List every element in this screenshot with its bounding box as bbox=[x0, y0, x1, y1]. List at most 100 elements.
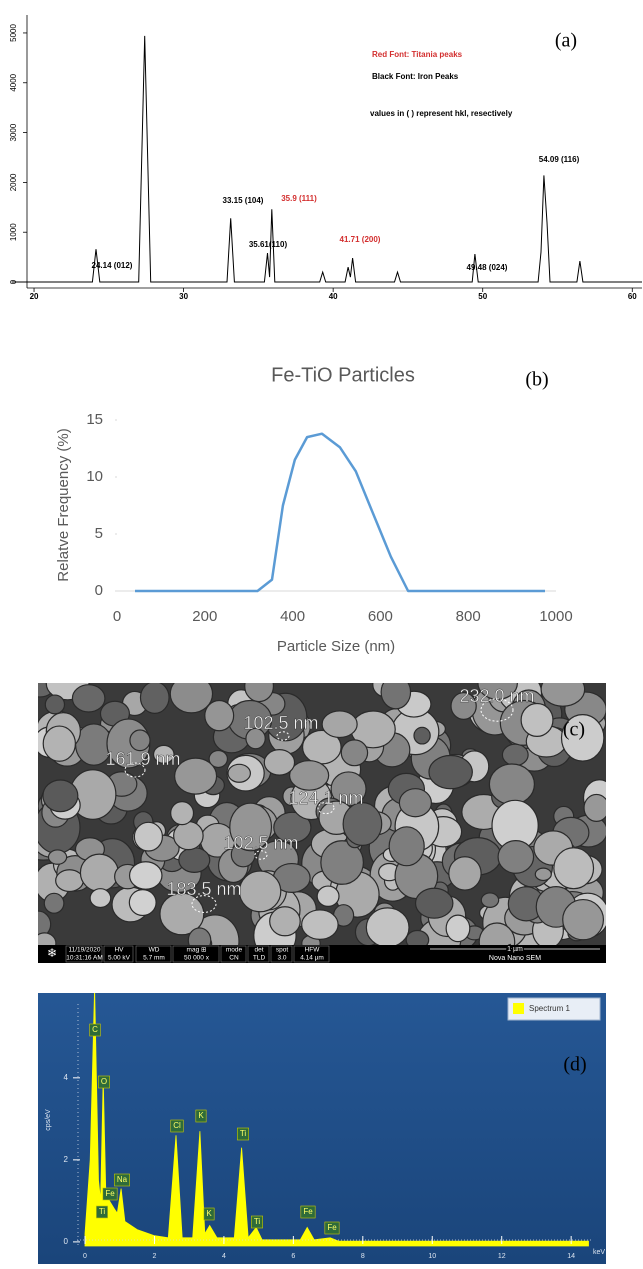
y-axis-label: Relatve Frequency (%) bbox=[55, 428, 72, 581]
x-tick-label: 14 bbox=[567, 1253, 575, 1260]
particle bbox=[414, 727, 430, 744]
y-tick-label: 0 bbox=[95, 582, 103, 599]
info-text: 3.0 bbox=[277, 955, 286, 962]
size-line bbox=[135, 434, 545, 591]
particle bbox=[134, 822, 162, 851]
measurement: 161.9 nm bbox=[105, 749, 180, 769]
measurement: 102.5 nm bbox=[223, 833, 298, 853]
measurement: 124.1 nm bbox=[288, 788, 363, 808]
y-tick-label: 15 bbox=[86, 411, 103, 428]
chart-title: Fe-TiO Particles bbox=[271, 364, 415, 386]
particle bbox=[270, 907, 300, 936]
y-tick-label: 1000 bbox=[9, 223, 18, 241]
figure: 2030405060010002000300040005000Red Font:… bbox=[0, 0, 643, 1269]
info-text: mag ⊞ bbox=[187, 947, 207, 954]
particle bbox=[44, 893, 64, 913]
y-tick-label: 2 bbox=[64, 1155, 69, 1164]
x-tick-label: 0 bbox=[83, 1253, 87, 1260]
particle bbox=[205, 700, 234, 730]
info-text: HFW bbox=[305, 947, 321, 954]
particle bbox=[130, 862, 162, 890]
particle bbox=[535, 868, 551, 880]
info-text: 5.00 kV bbox=[108, 955, 131, 962]
peak-label: Ti bbox=[254, 1217, 261, 1226]
peak-label: K bbox=[198, 1111, 204, 1120]
info-text: 10:31:16 AM bbox=[66, 955, 103, 962]
peak-annotation: 24.14 (012) bbox=[92, 261, 133, 270]
particle bbox=[399, 789, 431, 817]
y-tick-label: 10 bbox=[86, 468, 103, 485]
x-tick-label: 4 bbox=[222, 1253, 226, 1260]
info-text: spot bbox=[276, 947, 288, 954]
particle bbox=[80, 854, 118, 891]
info-text: 5.7 mm bbox=[143, 955, 165, 962]
particle bbox=[521, 703, 553, 736]
particle bbox=[498, 841, 533, 874]
y-tick-label: 5 bbox=[95, 525, 103, 542]
x-tick-label: 200 bbox=[192, 608, 217, 625]
particle bbox=[481, 893, 498, 907]
particle bbox=[584, 794, 609, 821]
measurement: 232.0 nm bbox=[459, 686, 534, 706]
info-text: WD bbox=[149, 947, 160, 954]
particle bbox=[322, 711, 357, 738]
peak-label: O bbox=[101, 1077, 107, 1086]
peak-label: Fe bbox=[327, 1223, 337, 1232]
panel-label: (d) bbox=[563, 1054, 586, 1076]
measurement: 102.5 nm bbox=[243, 713, 318, 733]
particle bbox=[563, 900, 604, 940]
sem-logo: ❄ bbox=[47, 946, 57, 960]
particle bbox=[129, 890, 156, 916]
particle bbox=[541, 673, 585, 707]
x-tick-label: 40 bbox=[329, 292, 338, 301]
peak-label: Ti bbox=[99, 1207, 106, 1216]
particle bbox=[317, 886, 339, 906]
peak-label: Fe bbox=[105, 1189, 115, 1198]
x-tick-label: 20 bbox=[30, 292, 39, 301]
x-tick-label: 2 bbox=[152, 1253, 156, 1260]
particle bbox=[179, 848, 210, 873]
x-axis-label: keV bbox=[593, 1249, 605, 1256]
particle bbox=[416, 888, 453, 918]
particle bbox=[90, 889, 111, 908]
peak-label: Ti bbox=[240, 1129, 247, 1138]
x-tick-label: 600 bbox=[368, 608, 393, 625]
x-tick-label: 800 bbox=[456, 608, 481, 625]
particle bbox=[45, 695, 64, 714]
x-tick-label: 50 bbox=[478, 292, 487, 301]
particle bbox=[343, 803, 382, 846]
particle bbox=[446, 915, 470, 941]
x-tick-label: 12 bbox=[498, 1253, 506, 1260]
panel-label: (b) bbox=[525, 369, 548, 391]
scale-bar-label: 1 µm bbox=[507, 946, 523, 953]
info-text: 50 000 x bbox=[184, 955, 210, 962]
peak-annotation: 41.71 (200) bbox=[340, 235, 381, 244]
x-tick-label: 1000 bbox=[539, 608, 572, 625]
particle bbox=[341, 740, 367, 766]
particle bbox=[381, 676, 410, 709]
instrument: Nova Nano SEM bbox=[489, 955, 541, 962]
y-tick-label: 5000 bbox=[9, 23, 18, 41]
particle bbox=[43, 726, 75, 761]
particle bbox=[228, 764, 250, 782]
x-tick-label: 10 bbox=[428, 1253, 436, 1260]
panel-label: (c) bbox=[563, 719, 585, 741]
note: Red Font: Titania peaks bbox=[372, 50, 463, 59]
x-tick-label: 60 bbox=[628, 292, 637, 301]
particle bbox=[502, 744, 528, 765]
particle bbox=[171, 802, 194, 825]
peak-annotation: 35.61(110) bbox=[249, 240, 288, 249]
peak-annotation: 33.15 (104) bbox=[223, 196, 264, 205]
particle bbox=[302, 910, 338, 939]
peak-annotation: 54.09 (116) bbox=[539, 155, 580, 164]
y-tick-label: 2000 bbox=[9, 173, 18, 191]
x-tick-label: 8 bbox=[361, 1253, 365, 1260]
legend-label: Spectrum 1 bbox=[529, 1004, 570, 1013]
note: values in ( ) represent hkl, resectively bbox=[370, 109, 513, 118]
peak-label: C bbox=[92, 1025, 98, 1034]
info-text: mode bbox=[226, 947, 243, 954]
particle bbox=[174, 822, 203, 850]
x-tick-label: 0 bbox=[113, 608, 121, 625]
particle bbox=[130, 730, 150, 751]
particle bbox=[48, 850, 66, 864]
